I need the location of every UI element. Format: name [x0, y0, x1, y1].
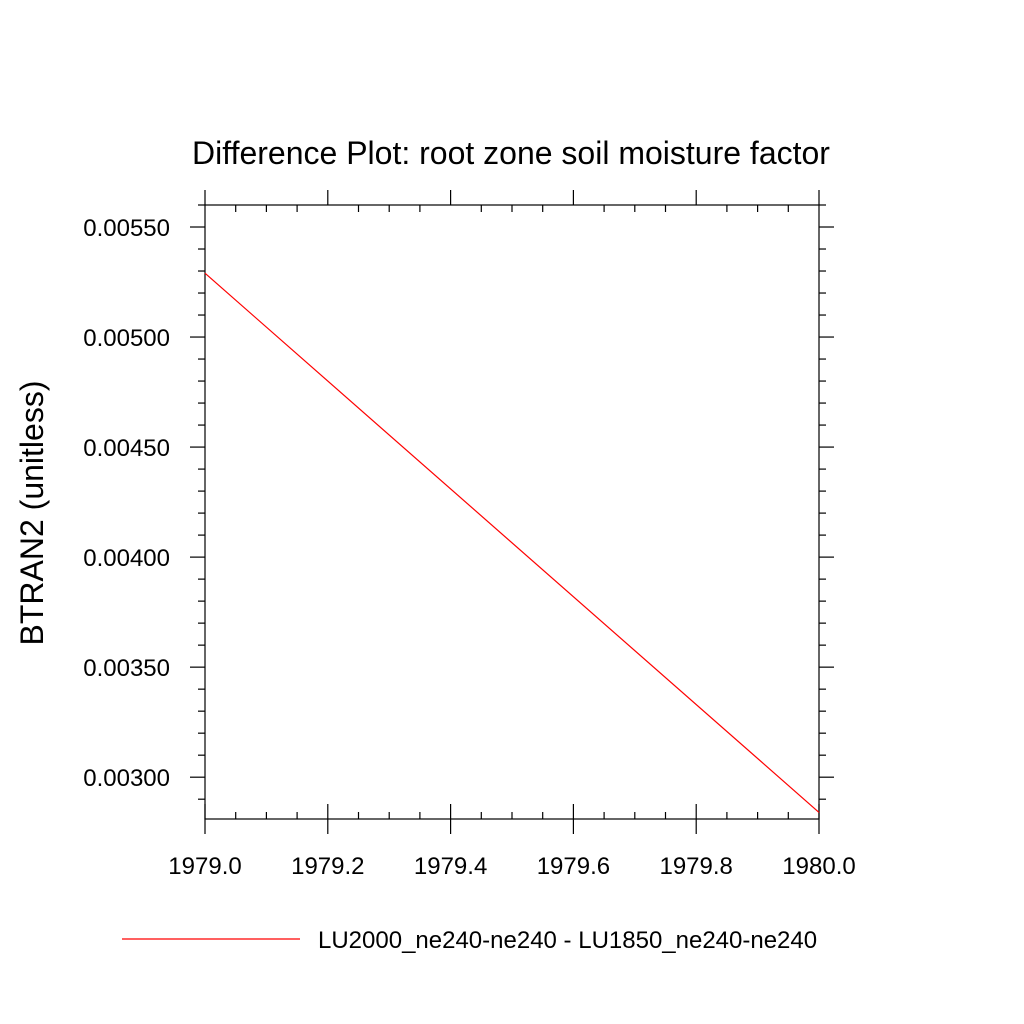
- y-tick-label: 0.00550: [83, 215, 170, 242]
- legend-label: LU2000_ne240-ne240 - LU1850_ne240-ne240: [318, 927, 817, 954]
- y-tick-label: 0.00500: [83, 325, 170, 352]
- y-tick-label: 0.00300: [83, 765, 170, 792]
- y-tick-label: 0.00350: [83, 655, 170, 682]
- x-tick-label: 1979.4: [414, 853, 487, 880]
- y-axis-label: BTRAN2 (unitless): [14, 381, 50, 646]
- series-lines: [204, 272, 820, 813]
- y-tick-label: 0.00400: [83, 545, 170, 572]
- x-tick-label: 1979.6: [537, 853, 610, 880]
- x-tick-label: 1979.2: [291, 853, 364, 880]
- series-line: [204, 272, 820, 813]
- x-tick-label: 1979.8: [659, 853, 732, 880]
- x-tick-label: 1979.0: [168, 853, 241, 880]
- y-tick-label: 0.00450: [83, 435, 170, 462]
- legend: LU2000_ne240-ne240 - LU1850_ne240-ne240: [122, 927, 817, 954]
- axis-ticks: [190, 190, 834, 834]
- chart-title: Difference Plot: root zone soil moisture…: [192, 135, 830, 171]
- axis-tick-labels: 1979.0 1979.2 1979.4 1979.6 1979.8 1980.0 0.00…: [83, 215, 855, 880]
- plot-frame: [204, 204, 820, 820]
- x-tick-label: 1980.0: [782, 853, 855, 880]
